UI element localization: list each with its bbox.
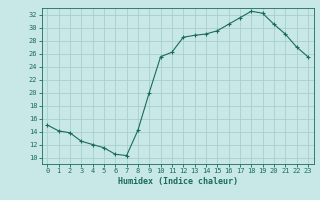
X-axis label: Humidex (Indice chaleur): Humidex (Indice chaleur) [118,177,237,186]
